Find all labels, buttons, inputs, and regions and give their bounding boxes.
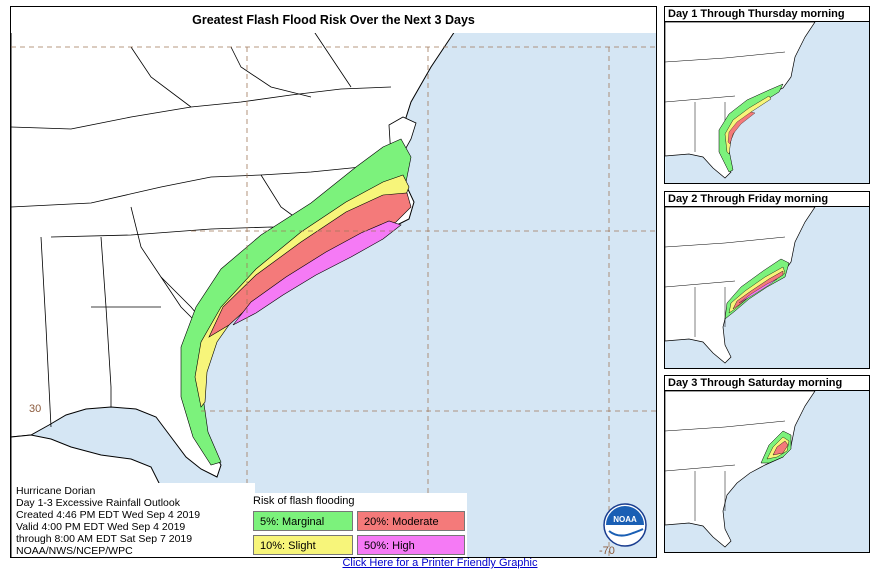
info-line: Day 1-3 Excessive Rainfall Outlook (16, 497, 180, 509)
info-line: Hurricane Dorian (16, 485, 96, 497)
info-line: NOAA/NWS/NCEP/WPC (16, 545, 133, 557)
day1-map (665, 22, 869, 183)
day2-panel-title: Day 2 Through Friday morning (665, 192, 869, 207)
info-line: through 8:00 AM EDT Sat Sep 7 2019 (16, 533, 193, 545)
legend-item-high: 50%: High (357, 535, 465, 555)
legend-item-marginal: 5%: Marginal (253, 511, 353, 531)
main-map-panel: Greatest Flash Flood Risk Over the Next … (10, 6, 657, 558)
longitude-label: -70 (599, 545, 615, 557)
info-line: Valid 4:00 PM EDT Wed Sep 4 2019 (16, 521, 186, 533)
grid-lines (11, 46, 656, 557)
printer-friendly-link[interactable]: Click Here for a Printer Friendly Graphi… (342, 557, 538, 569)
day3-map (665, 391, 869, 552)
day1-panel: Day 1 Through Thursday morning (664, 6, 870, 184)
latitude-label: 30 (29, 403, 42, 415)
outlook-info: Hurricane Dorian Day 1-3 Excessive Rainf… (13, 483, 255, 557)
day3-panel-title: Day 3 Through Saturday morning (665, 376, 869, 391)
legend-item-moderate: 20%: Moderate (357, 511, 465, 531)
day2-panel: Day 2 Through Friday morning (664, 191, 870, 369)
state-borders (11, 26, 400, 428)
noaa-logo-text: NOAA (613, 515, 637, 524)
noaa-logo: NOAA (603, 503, 647, 547)
day2-map (665, 207, 869, 368)
day3-panel: Day 3 Through Saturday morning (664, 375, 870, 553)
legend-item-slight: 10%: Slight (253, 535, 353, 555)
legend-title: Risk of flash flooding (253, 495, 355, 507)
day1-panel-title: Day 1 Through Thursday morning (665, 7, 869, 22)
main-map-title: Greatest Flash Flood Risk Over the Next … (11, 7, 656, 33)
legend: Risk of flash flooding 5%: Marginal 20%:… (251, 493, 467, 557)
risk-areas (180, 138, 412, 466)
main-map (11, 7, 656, 557)
info-line: Created 4:46 PM EDT Wed Sep 4 2019 (16, 509, 201, 521)
risk-high (232, 220, 402, 326)
